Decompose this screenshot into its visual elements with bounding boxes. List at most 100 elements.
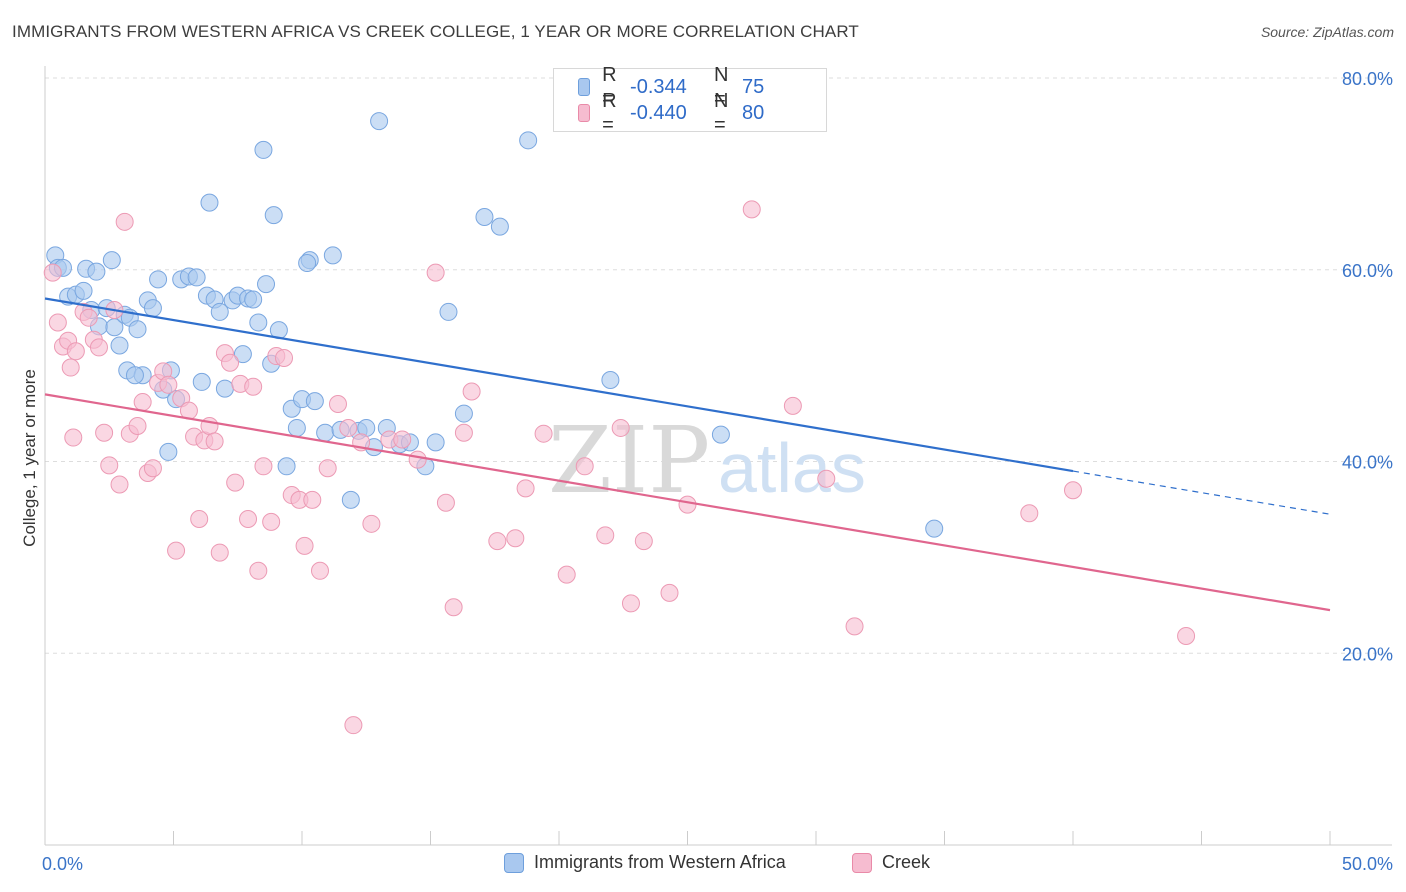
point-western-africa: [305, 392, 324, 411]
point-creek: [221, 353, 240, 372]
point-creek: [660, 583, 679, 602]
point-western-africa: [128, 320, 147, 339]
point-creek: [344, 716, 363, 735]
point-creek: [318, 459, 337, 478]
n-label: N =: [714, 64, 729, 110]
chart-title: IMMIGRANTS FROM WESTERN AFRICA VS CREEK …: [12, 22, 859, 41]
point-creek: [79, 308, 98, 327]
point-creek: [128, 417, 147, 436]
point-western-africa: [192, 372, 211, 391]
legend-item-western-africa[interactable]: Immigrants from Western Africa: [504, 852, 786, 873]
legend-item-creek[interactable]: Creek: [852, 852, 930, 873]
point-creek: [426, 263, 445, 282]
point-creek: [239, 510, 258, 529]
point-creek: [303, 490, 322, 509]
point-creek: [159, 375, 178, 394]
point-creek: [115, 212, 134, 231]
point-creek: [506, 529, 525, 548]
watermark: ZIP atlas: [548, 407, 866, 514]
point-creek: [64, 428, 83, 447]
point-western-africa: [490, 217, 509, 236]
point-creek: [393, 430, 412, 449]
point-western-africa: [316, 423, 335, 442]
point-western-africa: [277, 457, 296, 476]
point-western-africa: [341, 490, 360, 509]
x-tick-label: 0.0%: [42, 854, 83, 874]
point-western-africa: [254, 140, 273, 159]
stats-swatch-creek: [578, 104, 591, 122]
point-western-africa: [215, 379, 234, 398]
point-creek: [488, 532, 507, 551]
point-western-africa: [298, 254, 317, 273]
point-creek: [43, 263, 62, 282]
point-western-africa: [74, 281, 93, 300]
point-creek: [1064, 481, 1082, 500]
axes: [44, 66, 1392, 846]
point-creek: [339, 418, 358, 437]
r-value: -0.440: [630, 102, 687, 124]
trend-line-extension-western-africa: [1072, 470, 1331, 515]
grid-lines: [45, 77, 1392, 654]
tick-labels: 20.0% 40.0% 60.0% 80.0% 0.0% 50.0%: [42, 69, 1393, 874]
point-creek: [328, 394, 347, 413]
point-creek: [742, 200, 761, 219]
stats-row-western-africa: R = -0.344 N = 75: [578, 64, 826, 110]
point-creek: [295, 536, 314, 555]
point-creek: [557, 565, 576, 584]
point-creek: [516, 479, 535, 498]
point-western-africa: [200, 193, 219, 212]
point-western-africa: [110, 336, 129, 355]
point-creek: [205, 432, 224, 451]
legend-swatch-creek: [852, 852, 872, 873]
r-label: R =: [602, 90, 617, 136]
point-western-africa: [210, 302, 229, 321]
point-western-africa: [87, 262, 106, 281]
point-creek: [66, 342, 85, 361]
point-creek: [621, 594, 640, 613]
point-creek: [310, 561, 329, 580]
point-creek: [534, 424, 553, 443]
point-western-africa: [454, 404, 473, 423]
point-western-africa: [149, 270, 168, 289]
point-creek: [634, 532, 653, 551]
point-creek: [95, 423, 114, 442]
point-western-africa: [249, 313, 268, 332]
point-western-africa: [323, 246, 342, 265]
point-western-africa: [257, 275, 276, 294]
point-western-africa: [370, 112, 389, 131]
point-western-africa: [925, 519, 944, 538]
point-creek: [444, 598, 463, 617]
y-tick-label: 20.0%: [1342, 644, 1393, 664]
watermark-atlas: atlas: [718, 429, 866, 507]
stats-swatch-western-africa: [578, 78, 591, 96]
r-value: -0.344: [630, 76, 687, 98]
point-creek: [817, 469, 836, 488]
point-creek: [210, 543, 229, 562]
n-label: N =: [714, 90, 729, 136]
point-creek: [249, 561, 268, 580]
point-creek: [167, 541, 186, 560]
x-tick-label: 50.0%: [1342, 854, 1393, 874]
point-creek: [190, 510, 209, 529]
n-value: 75: [741, 76, 765, 98]
point-creek: [89, 338, 108, 357]
y-tick-label: 60.0%: [1342, 261, 1393, 281]
point-creek: [244, 377, 263, 396]
n-value: 80: [741, 102, 765, 124]
legend-label-western-africa: Immigrants from Western Africa: [534, 852, 786, 872]
legend-label-creek: Creek: [882, 852, 931, 872]
point-creek: [575, 457, 594, 476]
point-western-africa: [187, 268, 206, 287]
trend-line-western-africa: [44, 297, 1074, 473]
point-creek: [100, 456, 119, 475]
point-creek: [611, 418, 630, 437]
point-creek: [362, 514, 381, 533]
point-creek: [254, 457, 273, 476]
point-western-africa: [159, 442, 178, 461]
point-western-africa: [102, 251, 121, 270]
r-label: R =: [602, 64, 617, 110]
point-creek: [262, 512, 281, 531]
y-tick-label: 80.0%: [1342, 69, 1393, 89]
y-axis-label: College, 1 year or more: [20, 369, 39, 547]
point-western-africa: [426, 433, 445, 452]
